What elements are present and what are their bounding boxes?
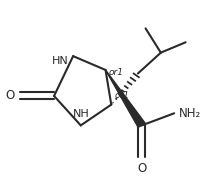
Text: NH₂: NH₂ (179, 107, 201, 120)
Text: or1: or1 (115, 91, 130, 100)
Text: or1: or1 (108, 68, 123, 77)
Text: NH: NH (72, 109, 89, 119)
Text: HN: HN (52, 56, 68, 66)
Polygon shape (105, 70, 145, 127)
Text: O: O (137, 162, 146, 175)
Text: O: O (6, 90, 15, 103)
